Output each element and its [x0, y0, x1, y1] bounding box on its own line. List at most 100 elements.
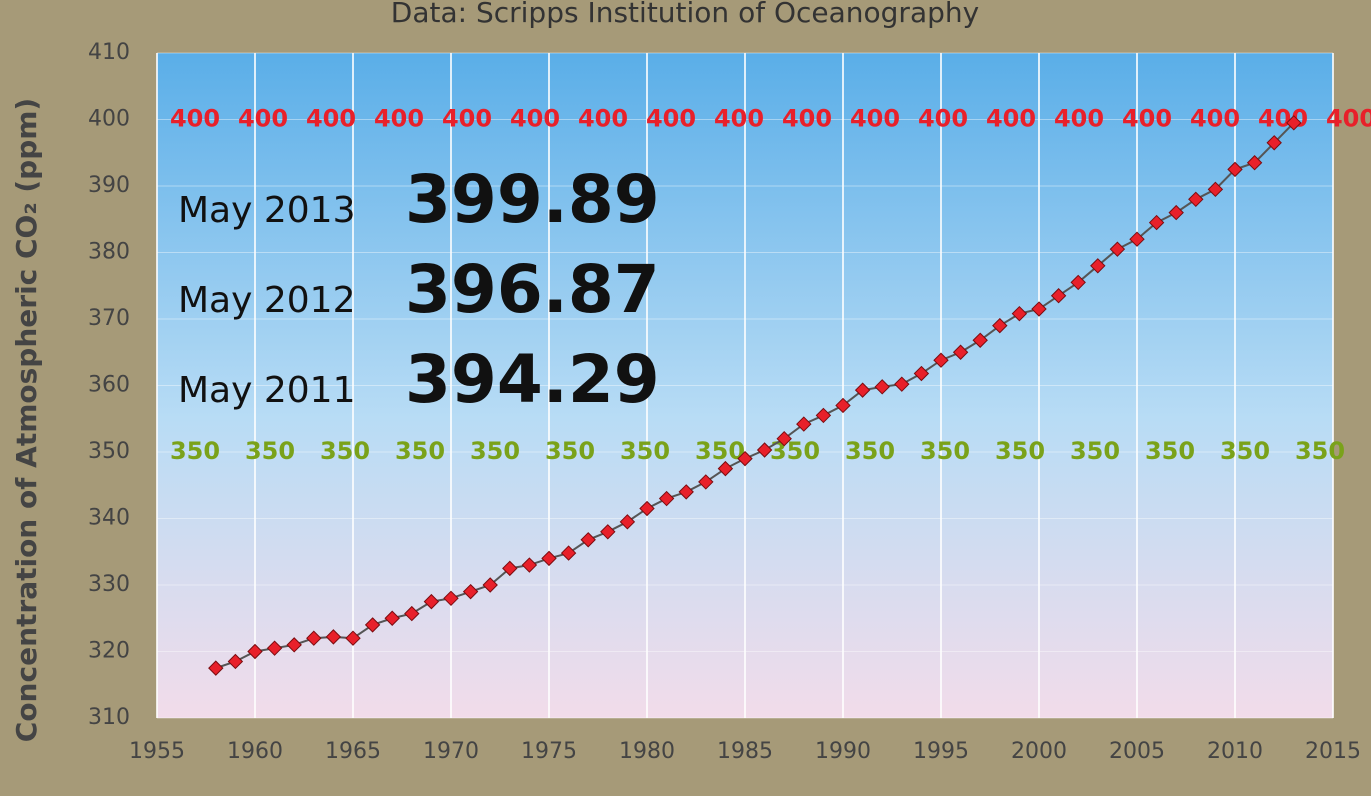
threshold-label: 350 — [1145, 437, 1195, 465]
data-point — [600, 524, 616, 540]
data-point — [1031, 301, 1047, 317]
threshold-label: 400 — [238, 105, 288, 133]
data-point — [874, 379, 890, 395]
x-tick-label: 1965 — [325, 739, 381, 764]
x-tick-label: 1975 — [521, 739, 577, 764]
annotation-label: May 2012 — [178, 280, 356, 321]
data-point — [717, 460, 734, 477]
threshold-label: 400 — [918, 105, 968, 133]
y-tick-label: 390 — [88, 173, 130, 198]
y-axis-label: Concentration of Atmospheric CO₂ (ppm) — [10, 98, 43, 742]
threshold-label: 400 — [1190, 105, 1240, 133]
y-tick-label: 380 — [88, 240, 130, 265]
y-tick-label: 350 — [88, 439, 130, 464]
data-point — [1266, 135, 1282, 151]
x-tick-label: 2015 — [1305, 739, 1361, 764]
threshold-label: 350 — [395, 437, 445, 465]
y-tick-label: 370 — [88, 306, 130, 331]
data-point — [208, 660, 224, 676]
annotation-value: 399.89 — [405, 161, 660, 238]
y-tick-label: 400 — [88, 107, 130, 132]
data-point — [1011, 305, 1028, 322]
data-point — [384, 610, 400, 626]
x-tick-label: 2005 — [1109, 739, 1165, 764]
data-point — [462, 583, 479, 600]
data-point — [404, 605, 420, 622]
data-point — [541, 550, 557, 567]
data-point — [1070, 274, 1086, 291]
data-point — [1286, 115, 1302, 131]
data-point — [639, 500, 655, 517]
data-point — [560, 545, 577, 561]
data-point — [933, 352, 949, 368]
data-point — [247, 643, 263, 660]
data-point — [580, 532, 596, 548]
y-tick-label: 360 — [88, 373, 130, 398]
threshold-label: 400 — [442, 105, 492, 133]
threshold-label: 400 — [1326, 105, 1371, 133]
data-point — [1090, 258, 1106, 274]
threshold-label: 350 — [320, 437, 370, 465]
y-tick-label: 340 — [88, 506, 130, 531]
x-tick-label: 1995 — [913, 739, 969, 764]
threshold-label: 400 — [578, 105, 628, 133]
x-tick-label: 1955 — [129, 739, 185, 764]
data-point — [658, 490, 675, 507]
threshold-label: 350 — [920, 437, 970, 465]
chart-title: Data: Scripps Institution of Oceanograph… — [391, 0, 979, 29]
data-point — [854, 382, 871, 398]
threshold-label: 350 — [1295, 437, 1345, 465]
data-point — [1148, 214, 1165, 231]
threshold-label: 400 — [1122, 105, 1172, 133]
data-point — [1109, 241, 1126, 257]
data-point — [737, 450, 753, 467]
data-point — [698, 474, 714, 490]
threshold-label: 350 — [695, 437, 745, 465]
annotation-label: May 2013 — [178, 190, 356, 231]
data-point — [482, 577, 498, 593]
data-point — [266, 640, 283, 656]
x-tick-label: 1980 — [619, 739, 675, 764]
data-point — [1168, 204, 1184, 221]
threshold-label: 400 — [1054, 105, 1104, 133]
y-tick-label: 320 — [88, 639, 130, 664]
data-point — [286, 637, 302, 653]
annotation-value: 394.29 — [405, 341, 660, 418]
data-point — [835, 397, 851, 414]
annotation-label: May 2011 — [178, 370, 356, 411]
x-tick-label: 1990 — [815, 739, 871, 764]
threshold-label: 350 — [170, 437, 220, 465]
data-point — [443, 590, 459, 607]
data-point — [1188, 191, 1204, 208]
threshold-label: 400 — [646, 105, 696, 133]
threshold-label: 350 — [1220, 437, 1270, 465]
data-point — [796, 416, 812, 432]
data-point — [972, 332, 988, 348]
threshold-label: 400 — [782, 105, 832, 133]
data-point — [678, 484, 694, 500]
y-tick-label: 330 — [88, 572, 130, 597]
data-point — [894, 376, 910, 392]
data-point — [423, 593, 440, 610]
threshold-label: 400 — [986, 105, 1036, 133]
x-tick-label: 2010 — [1207, 739, 1263, 764]
data-point — [619, 514, 636, 530]
data-point — [992, 317, 1008, 334]
threshold-label: 350 — [770, 437, 820, 465]
data-point — [815, 407, 832, 424]
data-point — [913, 365, 930, 382]
data-point — [227, 653, 244, 670]
data-point — [1207, 181, 1224, 198]
data-point — [776, 430, 792, 447]
data-point — [1050, 288, 1067, 304]
threshold-label: 350 — [995, 437, 1045, 465]
threshold-label: 400 — [170, 105, 220, 133]
threshold-label: 350 — [470, 437, 520, 465]
data-point — [325, 629, 342, 645]
threshold-label: 400 — [510, 105, 560, 133]
threshold-label: 400 — [850, 105, 900, 133]
x-tick-label: 1985 — [717, 739, 773, 764]
x-tick-label: 2000 — [1011, 739, 1067, 764]
threshold-label: 350 — [620, 437, 670, 465]
